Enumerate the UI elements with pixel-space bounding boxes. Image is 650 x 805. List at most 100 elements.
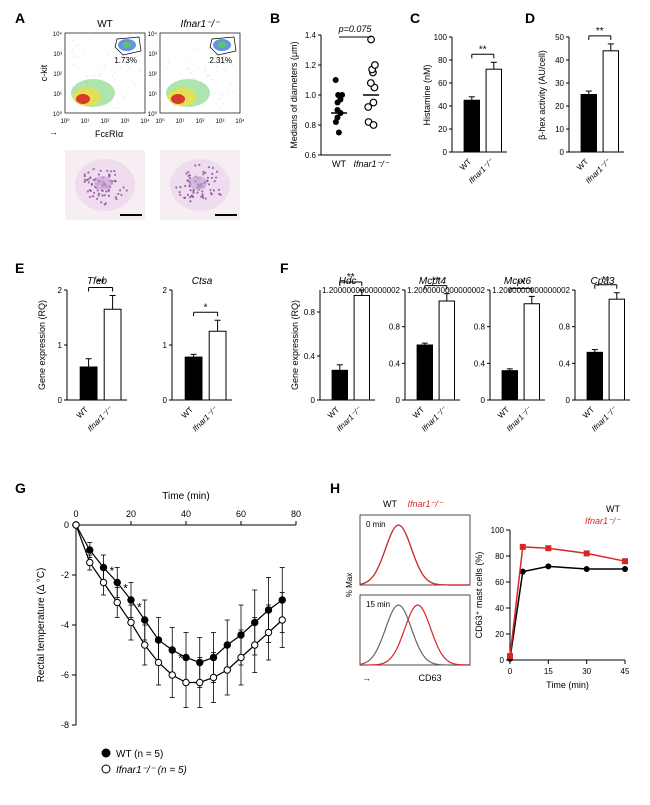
svg-text:0.4: 0.4 (474, 359, 486, 368)
svg-text:*: * (178, 652, 183, 666)
svg-text:45: 45 (621, 667, 630, 676)
svg-text:WT: WT (326, 405, 341, 420)
svg-text:β-hex activity (AU/cell): β-hex activity (AU/cell) (537, 50, 547, 140)
svg-text:**: ** (596, 26, 604, 37)
svg-text:*: * (204, 302, 208, 313)
svg-text:10⁴: 10⁴ (53, 31, 63, 38)
svg-text:Ifnar1⁻/⁻: Ifnar1⁻/⁻ (505, 405, 534, 434)
svg-text:15: 15 (544, 667, 553, 676)
svg-text:Time (min): Time (min) (546, 680, 589, 690)
svg-text:Ifnar1⁻/⁻: Ifnar1⁻/⁻ (407, 499, 443, 509)
svg-text:10⁴: 10⁴ (148, 31, 158, 38)
svg-text:→: → (49, 127, 58, 137)
svg-text:-8: -8 (61, 720, 69, 730)
svg-text:WT: WT (332, 159, 346, 169)
panel-label: C (410, 10, 420, 26)
svg-text:1: 1 (163, 341, 168, 350)
svg-text:80: 80 (438, 56, 447, 65)
svg-text:80: 80 (495, 552, 504, 561)
panel-label: D (525, 10, 535, 26)
svg-text:60: 60 (236, 509, 246, 519)
svg-text:Ifnar1⁻/⁻: Ifnar1⁻/⁻ (353, 159, 389, 169)
svg-text:0: 0 (508, 667, 513, 676)
svg-text:-4: -4 (61, 620, 69, 630)
svg-text:WT: WT (97, 19, 113, 30)
svg-text:40: 40 (495, 604, 504, 613)
svg-text:Gene expression (RQ): Gene expression (RQ) (290, 300, 300, 390)
svg-text:50: 50 (555, 33, 564, 42)
panel-label: G (15, 480, 26, 496)
svg-text:0.8: 0.8 (389, 323, 401, 332)
svg-text:WT: WT (75, 405, 90, 420)
svg-text:20: 20 (126, 509, 136, 519)
svg-text:Ifnar1⁻/⁻: Ifnar1⁻/⁻ (191, 405, 220, 434)
svg-text:WT: WT (383, 499, 397, 509)
svg-text:20: 20 (495, 630, 504, 639)
svg-text:30: 30 (582, 667, 591, 676)
svg-text:80: 80 (291, 509, 301, 519)
svg-text:40: 40 (438, 102, 447, 111)
panel-label: A (15, 10, 25, 26)
svg-text:0: 0 (396, 396, 401, 405)
svg-text:Ifnar1⁻/⁻: Ifnar1⁻/⁻ (585, 516, 621, 526)
svg-text:10: 10 (555, 125, 564, 134)
svg-text:1: 1 (58, 341, 63, 350)
svg-text:Rectal temperature (Δ °C): Rectal temperature (Δ °C) (36, 568, 47, 683)
svg-text:WT: WT (581, 405, 596, 420)
svg-text:Histamine (nM): Histamine (nM) (422, 64, 432, 125)
svg-text:0.6: 0.6 (305, 151, 317, 160)
svg-text:10¹: 10¹ (81, 119, 90, 125)
svg-text:0.8: 0.8 (559, 323, 571, 332)
svg-text:FcεRIα: FcεRIα (95, 129, 123, 139)
svg-text:Ifnar1⁻/⁻: Ifnar1⁻/⁻ (467, 157, 496, 186)
svg-text:*: * (110, 564, 115, 578)
svg-text:10²: 10² (53, 72, 62, 78)
svg-text:*: * (123, 582, 128, 596)
svg-text:10²: 10² (196, 119, 205, 125)
svg-text:10³: 10³ (216, 119, 225, 125)
panel-label: F (280, 260, 289, 276)
svg-text:**: ** (479, 44, 487, 55)
panel-label: B (270, 10, 280, 26)
svg-text:Ifnar1⁻/⁻: Ifnar1⁻/⁻ (181, 19, 221, 30)
svg-text:1.73%: 1.73% (114, 56, 137, 65)
panel-label: H (330, 480, 340, 496)
svg-text:Time (min): Time (min) (162, 491, 209, 502)
svg-text:0.4: 0.4 (304, 352, 316, 361)
svg-text:10¹: 10¹ (148, 92, 157, 98)
svg-text:100: 100 (491, 526, 505, 535)
svg-text:15 min: 15 min (366, 600, 390, 609)
svg-text:c-kit: c-kit (39, 64, 49, 81)
svg-text:WT: WT (606, 504, 620, 514)
svg-text:0: 0 (311, 396, 316, 405)
svg-text:→: → (362, 673, 371, 683)
svg-text:10⁴: 10⁴ (140, 118, 150, 125)
svg-text:0: 0 (443, 148, 448, 157)
svg-text:10³: 10³ (148, 52, 157, 58)
svg-text:1.2000000000000002: 1.2000000000000002 (407, 286, 485, 295)
svg-text:0.8: 0.8 (474, 323, 486, 332)
svg-text:0: 0 (566, 396, 571, 405)
svg-text:Ifnar1⁻/⁻: Ifnar1⁻/⁻ (584, 157, 613, 186)
svg-text:WT: WT (180, 405, 195, 420)
svg-text:20: 20 (555, 102, 564, 111)
svg-text:WT: WT (411, 405, 426, 420)
svg-text:1.0: 1.0 (305, 91, 317, 100)
svg-text:10⁰: 10⁰ (148, 111, 158, 118)
svg-text:1.4: 1.4 (305, 31, 317, 40)
panel-label: E (15, 260, 24, 276)
svg-text:10¹: 10¹ (176, 119, 185, 125)
svg-text:20: 20 (438, 125, 447, 134)
svg-text:0: 0 (163, 396, 168, 405)
svg-text:-6: -6 (61, 670, 69, 680)
svg-text:2: 2 (163, 286, 168, 295)
svg-text:0.4: 0.4 (389, 359, 401, 368)
svg-text:Ctsa: Ctsa (192, 276, 213, 287)
svg-text:p=0.075: p=0.075 (338, 24, 373, 34)
svg-text:60: 60 (438, 79, 447, 88)
svg-text:40: 40 (555, 56, 564, 65)
svg-text:Ifnar1⁻/⁻: Ifnar1⁻/⁻ (420, 405, 449, 434)
svg-text:CD63: CD63 (418, 673, 441, 683)
svg-text:*: * (137, 600, 142, 614)
svg-text:Gene expression (RQ): Gene expression (RQ) (37, 300, 47, 390)
